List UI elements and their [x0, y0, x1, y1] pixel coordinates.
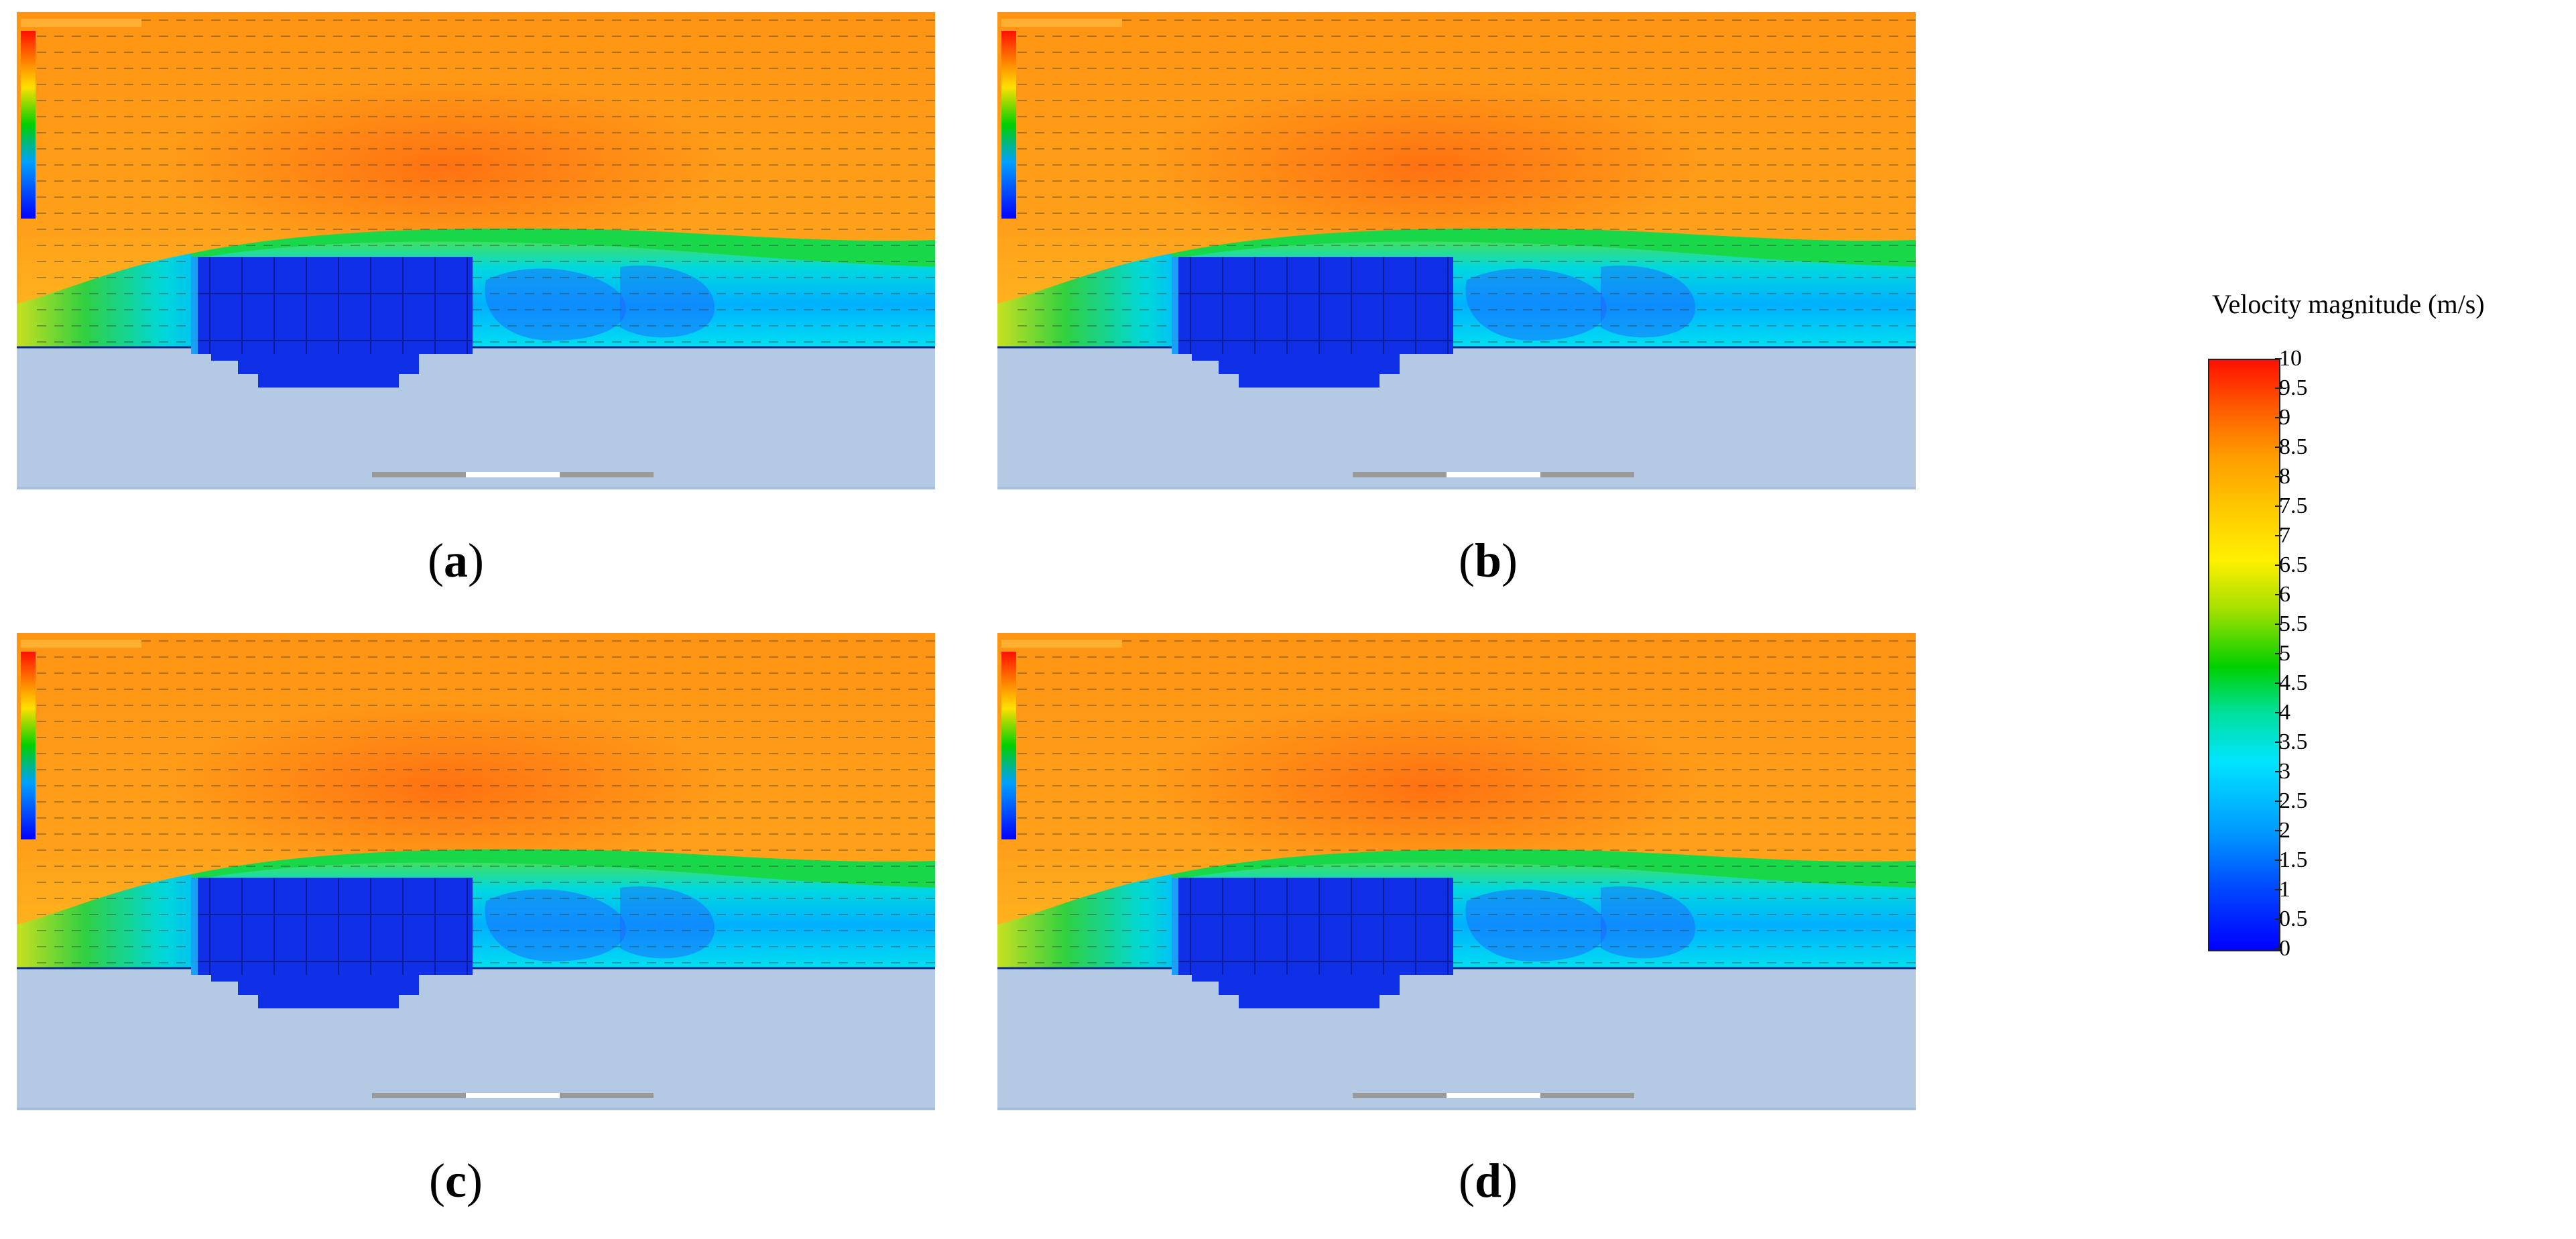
legend-tick-label: 1.5	[2275, 847, 2308, 872]
legend-tick-label: 9.5	[2275, 375, 2308, 400]
legend-tick-label: 4	[2275, 700, 2290, 725]
legend-tick-label: 3	[2275, 759, 2290, 784]
legend-colorbar	[2208, 359, 2280, 951]
velocity-contour-panel-a	[17, 12, 935, 489]
legend-tick-label: 2.5	[2275, 788, 2308, 813]
velocity-contour-panel-b	[997, 12, 1916, 489]
legend-tick-label: 6.5	[2275, 552, 2308, 577]
legend-tick-label: 5.5	[2275, 611, 2308, 636]
legend-tick-label: 8	[2275, 464, 2290, 489]
velocity-contour-panel-d	[997, 633, 1916, 1110]
legend-tick-label: 3.5	[2275, 729, 2308, 754]
caption-d: (d)	[1458, 1154, 1518, 1207]
legend-tick-label: 7.5	[2275, 493, 2308, 518]
legend-tick-label: 2	[2275, 818, 2290, 843]
legend-tick-label: 6	[2275, 582, 2290, 607]
legend-title: Velocity magnitude (m/s)	[2212, 289, 2485, 319]
legend-tick-label: 9	[2275, 405, 2290, 430]
legend-tick-label: 1	[2275, 877, 2290, 902]
legend-tick-label: 8.5	[2275, 434, 2308, 459]
legend-tick-label: 4.5	[2275, 670, 2308, 695]
velocity-contour-panel-c	[17, 633, 935, 1110]
caption-b: (b)	[1458, 534, 1518, 587]
legend-tick-label: 0.5	[2275, 906, 2308, 931]
legend-tick-label: 10	[2275, 346, 2302, 371]
legend-tick-label: 5	[2275, 641, 2290, 666]
caption-a: (a)	[428, 534, 484, 587]
caption-c: (c)	[429, 1154, 483, 1207]
legend-tick-label: 7	[2275, 523, 2290, 548]
legend-tick-label: 0	[2275, 936, 2290, 961]
